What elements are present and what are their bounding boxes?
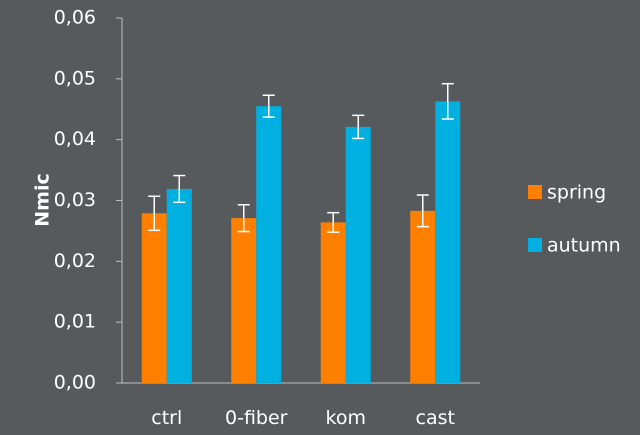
y-tick-label: 0,01 [54, 311, 96, 333]
x-category-label: kom [326, 407, 366, 429]
y-tick-label: 0,05 [54, 67, 96, 89]
x-category-label: cast [416, 407, 455, 429]
bar-spring-0-fiber [231, 218, 257, 383]
bar-spring-cast [410, 210, 436, 383]
y-tick-label: 0,04 [54, 128, 96, 150]
legend: spring autumn [528, 182, 621, 257]
legend-label-spring: spring [547, 182, 606, 204]
y-tick-label: 0,02 [54, 250, 96, 272]
bar-spring-kom [320, 222, 346, 383]
bar-autumn-ctrl [166, 188, 192, 383]
legend-swatch-autumn [528, 238, 542, 252]
bars [141, 82, 461, 384]
bar-autumn-0-fiber [256, 106, 282, 383]
bar-spring-ctrl [141, 213, 167, 383]
y-axis-label: Nmic [32, 173, 54, 226]
bar-autumn-kom [345, 126, 371, 384]
x-category-label: ctrl [151, 407, 182, 429]
x-axis-labels: ctrl 0-fiber kom cast [151, 407, 455, 429]
x-category-label: 0-fiber [225, 407, 288, 429]
legend-label-autumn: autumn [547, 235, 621, 257]
y-tick-label: 0,06 [54, 7, 96, 29]
y-tick-label: 0,00 [54, 372, 96, 394]
bar-autumn-cast [435, 101, 461, 383]
legend-swatch-spring [528, 185, 542, 199]
y-axis-ticks: 0,00 0,01 0,02 0,03 0,04 0,05 0,06 [54, 7, 122, 394]
y-tick-label: 0,03 [54, 189, 96, 211]
